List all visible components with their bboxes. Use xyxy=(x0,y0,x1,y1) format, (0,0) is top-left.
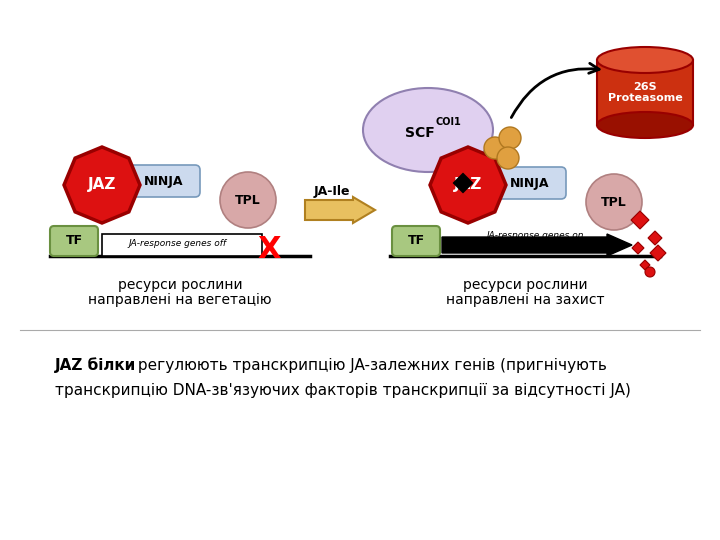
Text: TPL: TPL xyxy=(601,195,627,208)
Text: JAZ білки: JAZ білки xyxy=(55,357,136,373)
Ellipse shape xyxy=(220,172,276,228)
Text: NINJA: NINJA xyxy=(510,177,550,190)
Ellipse shape xyxy=(586,174,642,230)
FancyBboxPatch shape xyxy=(50,226,98,256)
Text: ресурси рослини: ресурси рослини xyxy=(117,278,243,292)
Text: направлені на захист: направлені на захист xyxy=(446,293,604,307)
Ellipse shape xyxy=(484,137,506,159)
Text: TF: TF xyxy=(408,234,425,247)
Text: направлені на вегетацію: направлені на вегетацію xyxy=(89,293,271,307)
Bar xyxy=(597,60,693,125)
Polygon shape xyxy=(640,260,650,270)
FancyArrow shape xyxy=(305,197,375,223)
Text: TPL: TPL xyxy=(235,193,261,206)
FancyBboxPatch shape xyxy=(392,226,440,256)
Polygon shape xyxy=(650,245,666,261)
Text: регулюють транскрипцію JA-залежних генів (пригнічують: регулюють транскрипцію JA-залежних генів… xyxy=(133,357,607,373)
Text: JA-Ile: JA-Ile xyxy=(314,186,350,199)
Text: ресурси рослини: ресурси рослини xyxy=(463,278,588,292)
Polygon shape xyxy=(648,231,662,245)
Text: JA-response genes off: JA-response genes off xyxy=(128,240,226,248)
FancyBboxPatch shape xyxy=(128,165,200,197)
Text: 26S
Proteasome: 26S Proteasome xyxy=(608,82,683,103)
Text: X: X xyxy=(257,235,281,265)
Bar xyxy=(102,234,262,256)
Polygon shape xyxy=(632,242,644,254)
Ellipse shape xyxy=(497,147,519,169)
Text: SCF: SCF xyxy=(405,126,435,140)
Text: COI1: COI1 xyxy=(435,117,461,127)
Ellipse shape xyxy=(645,267,655,277)
Text: JAZ: JAZ xyxy=(88,178,116,192)
FancyBboxPatch shape xyxy=(494,167,566,199)
Polygon shape xyxy=(430,147,506,223)
Polygon shape xyxy=(453,173,473,193)
Text: JAZ: JAZ xyxy=(454,178,482,192)
Ellipse shape xyxy=(499,127,521,149)
FancyArrowPatch shape xyxy=(511,63,599,118)
Ellipse shape xyxy=(363,88,493,172)
Ellipse shape xyxy=(597,47,693,73)
Text: транскрипцію DNA-зв'язуючих факторів транскрипції за відсутності JA): транскрипцію DNA-зв'язуючих факторів тра… xyxy=(55,382,631,397)
Text: TF: TF xyxy=(66,234,83,247)
FancyArrow shape xyxy=(442,234,632,256)
Text: JA-response genes on: JA-response genes on xyxy=(486,232,584,240)
Polygon shape xyxy=(631,211,649,229)
Text: NINJA: NINJA xyxy=(144,174,184,187)
Polygon shape xyxy=(64,147,140,223)
Ellipse shape xyxy=(597,112,693,138)
